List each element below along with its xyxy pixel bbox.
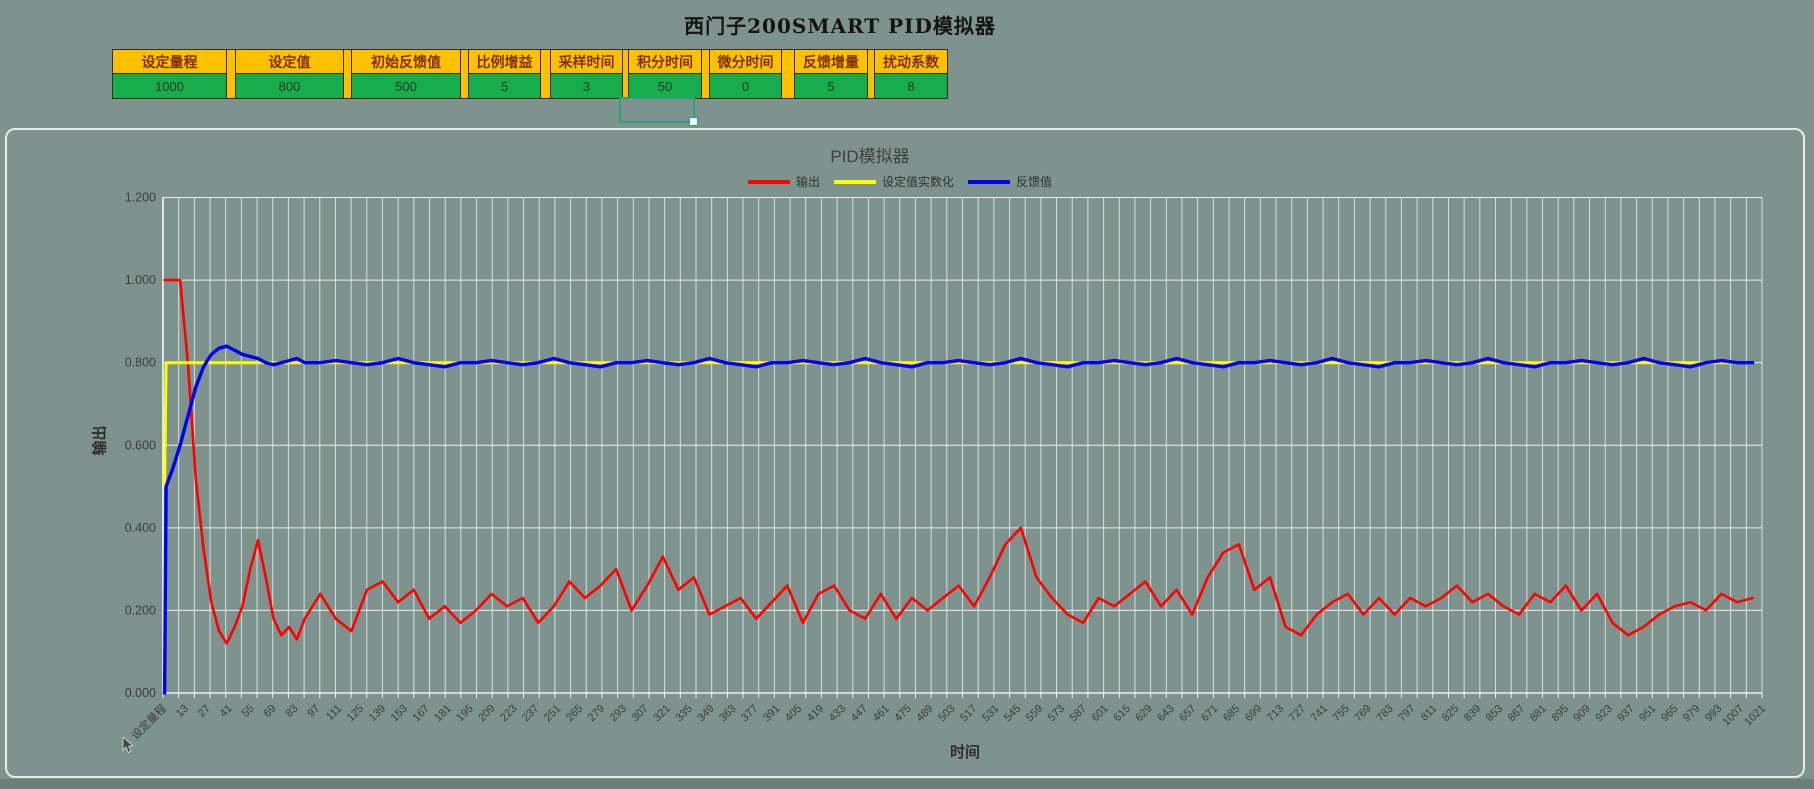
mouse-cursor-icon bbox=[122, 737, 134, 754]
table-spacer bbox=[541, 50, 551, 98]
chart-title: PID模拟器 bbox=[830, 147, 910, 166]
table-spacer bbox=[461, 50, 469, 98]
table-spacer bbox=[623, 50, 629, 98]
cell-header-set-range[interactable]: 设定量程 bbox=[113, 50, 226, 74]
param-column-disturbance-coeff: 扰动系数 8 bbox=[875, 50, 947, 98]
cell-header-setpoint[interactable]: 设定值 bbox=[236, 50, 343, 74]
output-series-swatch bbox=[748, 179, 790, 184]
x-axis-title: 时间 bbox=[949, 744, 980, 761]
cell-value-feedback-increment[interactable]: 5 bbox=[795, 74, 867, 98]
param-column-integral-time: 积分时间 50 bbox=[629, 50, 702, 98]
table-spacer bbox=[344, 50, 352, 98]
cell-value-proportional-gain[interactable]: 5 bbox=[469, 74, 540, 98]
cell-value-initial-feedback[interactable]: 500 bbox=[352, 74, 460, 98]
table-spacer bbox=[782, 50, 795, 98]
cell-value-integral-time[interactable]: 50 bbox=[629, 74, 701, 98]
param-column-setpoint: 设定值 800 bbox=[236, 50, 344, 98]
cell-header-proportional-gain[interactable]: 比例增益 bbox=[469, 50, 540, 74]
chart-panel[interactable] bbox=[5, 128, 1805, 778]
parameter-table: 设定量程 1000 设定值 800 初始反馈值 500 比例增益 5 采样时间 … bbox=[112, 49, 948, 99]
param-column-derivative-time: 微分时间 0 bbox=[710, 50, 782, 98]
param-column-set-range: 设定量程 1000 bbox=[113, 50, 227, 98]
chart-legend: 输出 设定值实数化 反馈值 bbox=[748, 173, 1052, 190]
y-axis-title: 输出 bbox=[91, 425, 109, 456]
cell-value-disturbance-coeff[interactable]: 8 bbox=[875, 74, 947, 98]
table-spacer bbox=[227, 50, 236, 98]
legend-label-output: 输出 bbox=[796, 175, 821, 189]
cell-header-integral-time[interactable]: 积分时间 bbox=[629, 50, 701, 74]
legend-label-feedback: 反馈值 bbox=[1016, 175, 1053, 189]
param-column-initial-feedback: 初始反馈值 500 bbox=[352, 50, 461, 98]
cell-header-disturbance-coeff[interactable]: 扰动系数 bbox=[875, 50, 947, 74]
param-column-feedback-increment: 反馈增量 5 bbox=[795, 50, 868, 98]
param-column-proportional-gain: 比例增益 5 bbox=[469, 50, 541, 98]
cell-header-sample-time[interactable]: 采样时间 bbox=[551, 50, 622, 74]
table-spacer bbox=[702, 50, 710, 98]
legend-item-setpoint[interactable]: 设定值实数化 bbox=[834, 173, 954, 190]
param-column-sample-time: 采样时间 3 bbox=[551, 50, 623, 98]
fill-handle[interactable] bbox=[689, 117, 698, 126]
legend-item-output[interactable]: 输出 bbox=[748, 173, 820, 190]
cell-value-sample-time[interactable]: 3 bbox=[551, 74, 622, 98]
cell-value-setpoint[interactable]: 800 bbox=[236, 74, 343, 98]
cell-header-initial-feedback[interactable]: 初始反馈值 bbox=[352, 50, 460, 74]
page-title: 西门子200SMART PID模拟器 bbox=[684, 14, 996, 38]
setpoint-series-swatch bbox=[834, 179, 877, 184]
table-spacer bbox=[868, 50, 875, 98]
legend-label-setpoint: 设定值实数化 bbox=[882, 175, 955, 189]
cell-header-derivative-time[interactable]: 微分时间 bbox=[710, 50, 781, 74]
legend-item-feedback[interactable]: 反馈值 bbox=[968, 173, 1052, 190]
selected-cell[interactable] bbox=[619, 97, 698, 126]
feedback-series-swatch bbox=[968, 179, 1011, 184]
cell-value-set-range[interactable]: 1000 bbox=[113, 74, 226, 98]
cell-value-derivative-time[interactable]: 0 bbox=[710, 74, 781, 98]
cell-header-feedback-increment[interactable]: 反馈增量 bbox=[795, 50, 867, 74]
bottom-border-strip bbox=[0, 779, 1814, 789]
